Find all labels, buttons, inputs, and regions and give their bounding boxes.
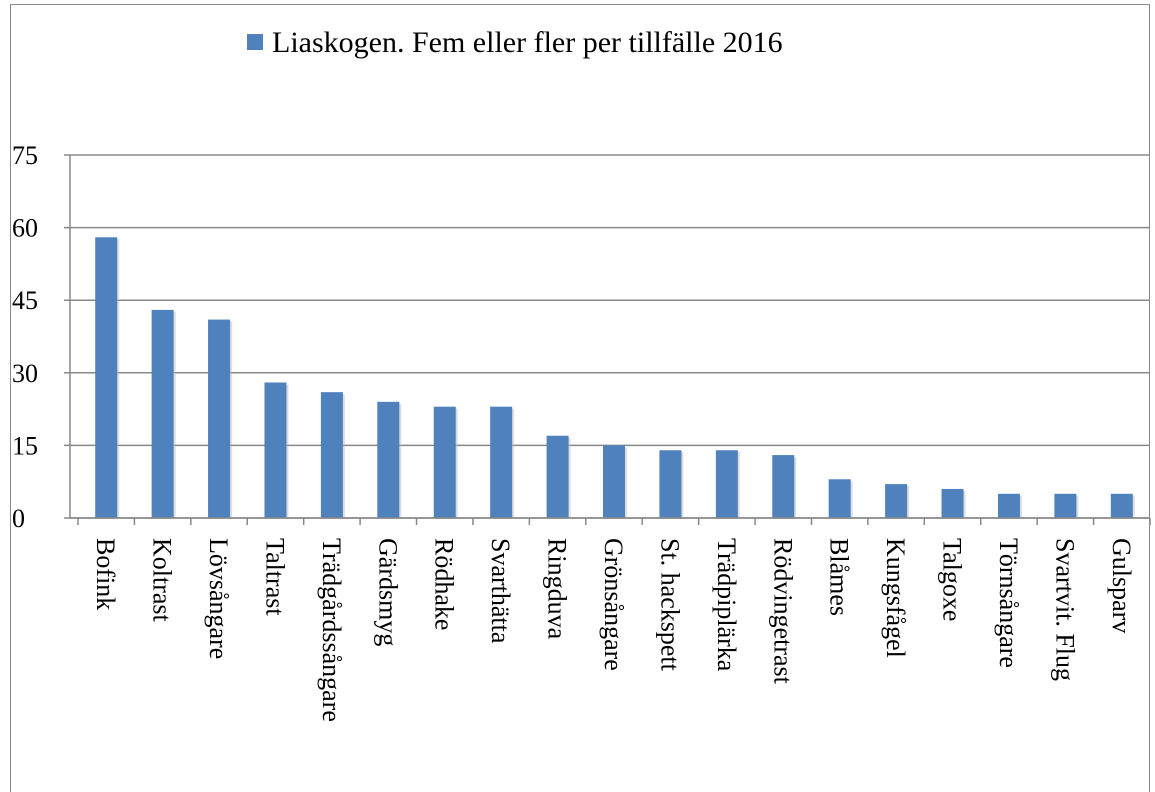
y-tick-label: 75 [12, 141, 38, 170]
x-tick-label: Svarthätta [486, 538, 515, 644]
bar [264, 382, 287, 518]
x-tick-label: Ringduva [543, 538, 572, 640]
y-tick-label: 15 [12, 431, 38, 460]
chart-border [10, 4, 1150, 792]
x-tick-label: Rödhake [430, 538, 459, 630]
x-tick-label: Blåmes [825, 538, 854, 616]
bar [772, 455, 795, 518]
legend-label: Liaskogen. Fem eller fler per tillfälle … [272, 26, 783, 59]
bar [1054, 493, 1077, 518]
bar [941, 488, 964, 518]
bar [320, 392, 343, 518]
y-tick-label: 0 [12, 504, 25, 533]
bar [490, 406, 513, 518]
x-tick-label: Rödvingetrast [768, 538, 797, 685]
x-tick-label: Trädpiplärka [712, 538, 741, 672]
y-tick-label: 45 [12, 286, 38, 315]
x-tick-label: Koltrast [148, 538, 177, 623]
bar [151, 309, 174, 518]
y-tick-label: 30 [12, 359, 38, 388]
x-tick-label: St. hackspett [655, 538, 684, 672]
bar [603, 445, 625, 518]
x-tick-label: Kungsfågel [881, 538, 910, 658]
x-tick-label: Trädgårdssångare [317, 538, 346, 722]
x-tick-label: Taltrast [260, 538, 289, 616]
bar [208, 319, 231, 518]
bar [885, 484, 908, 518]
x-tick-label: Talgoxe [938, 538, 967, 621]
x-tick-label: Gärdsmyg [373, 538, 402, 646]
bar [377, 401, 400, 518]
bar [715, 450, 738, 518]
legend-swatch [247, 34, 263, 50]
bar [659, 450, 682, 518]
x-tick-label: Svartvit. Flug [1050, 538, 1079, 681]
x-tick-label: Lövsångare [204, 538, 233, 659]
bar [546, 435, 569, 518]
bar [997, 493, 1020, 518]
x-tick-label: Törnsångare [994, 538, 1023, 668]
bar [95, 237, 118, 518]
y-tick-label: 60 [12, 214, 38, 243]
x-tick-label: Grönsångare [599, 538, 628, 671]
bar [1110, 493, 1133, 518]
x-tick-label: Gulsparv [1107, 538, 1136, 633]
bar [433, 406, 456, 518]
x-tick-label: Bofink [91, 538, 120, 610]
bar [828, 479, 851, 518]
